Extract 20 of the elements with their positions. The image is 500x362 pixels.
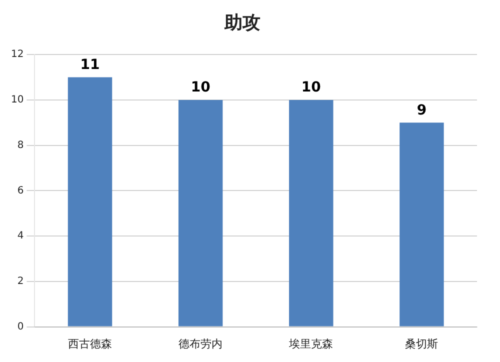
y-tick-label: 10	[10, 94, 24, 106]
data-label: 11	[80, 56, 100, 73]
bar	[289, 100, 334, 326]
x-tick-label: 德布劳内	[178, 337, 223, 350]
x-tick-label: 桑切斯	[405, 337, 438, 350]
y-tick-label: 8	[17, 140, 24, 151]
y-tick-label: 6	[17, 185, 24, 196]
y-tick-label: 2	[17, 276, 24, 288]
bar	[400, 122, 444, 326]
y-tick-label: 4	[17, 230, 24, 242]
bar	[178, 100, 223, 326]
y-tick-label: 12	[10, 49, 24, 60]
bar	[68, 77, 112, 326]
y-tick-label: 0	[17, 321, 24, 332]
x-tick-label: 西古德森	[68, 337, 112, 350]
x-tick-label: 埃里克森	[288, 337, 334, 350]
data-label: 9	[416, 102, 427, 118]
data-label: 10	[190, 80, 211, 96]
data-label: 10	[301, 80, 322, 96]
chart-title: 助攻	[224, 12, 260, 34]
